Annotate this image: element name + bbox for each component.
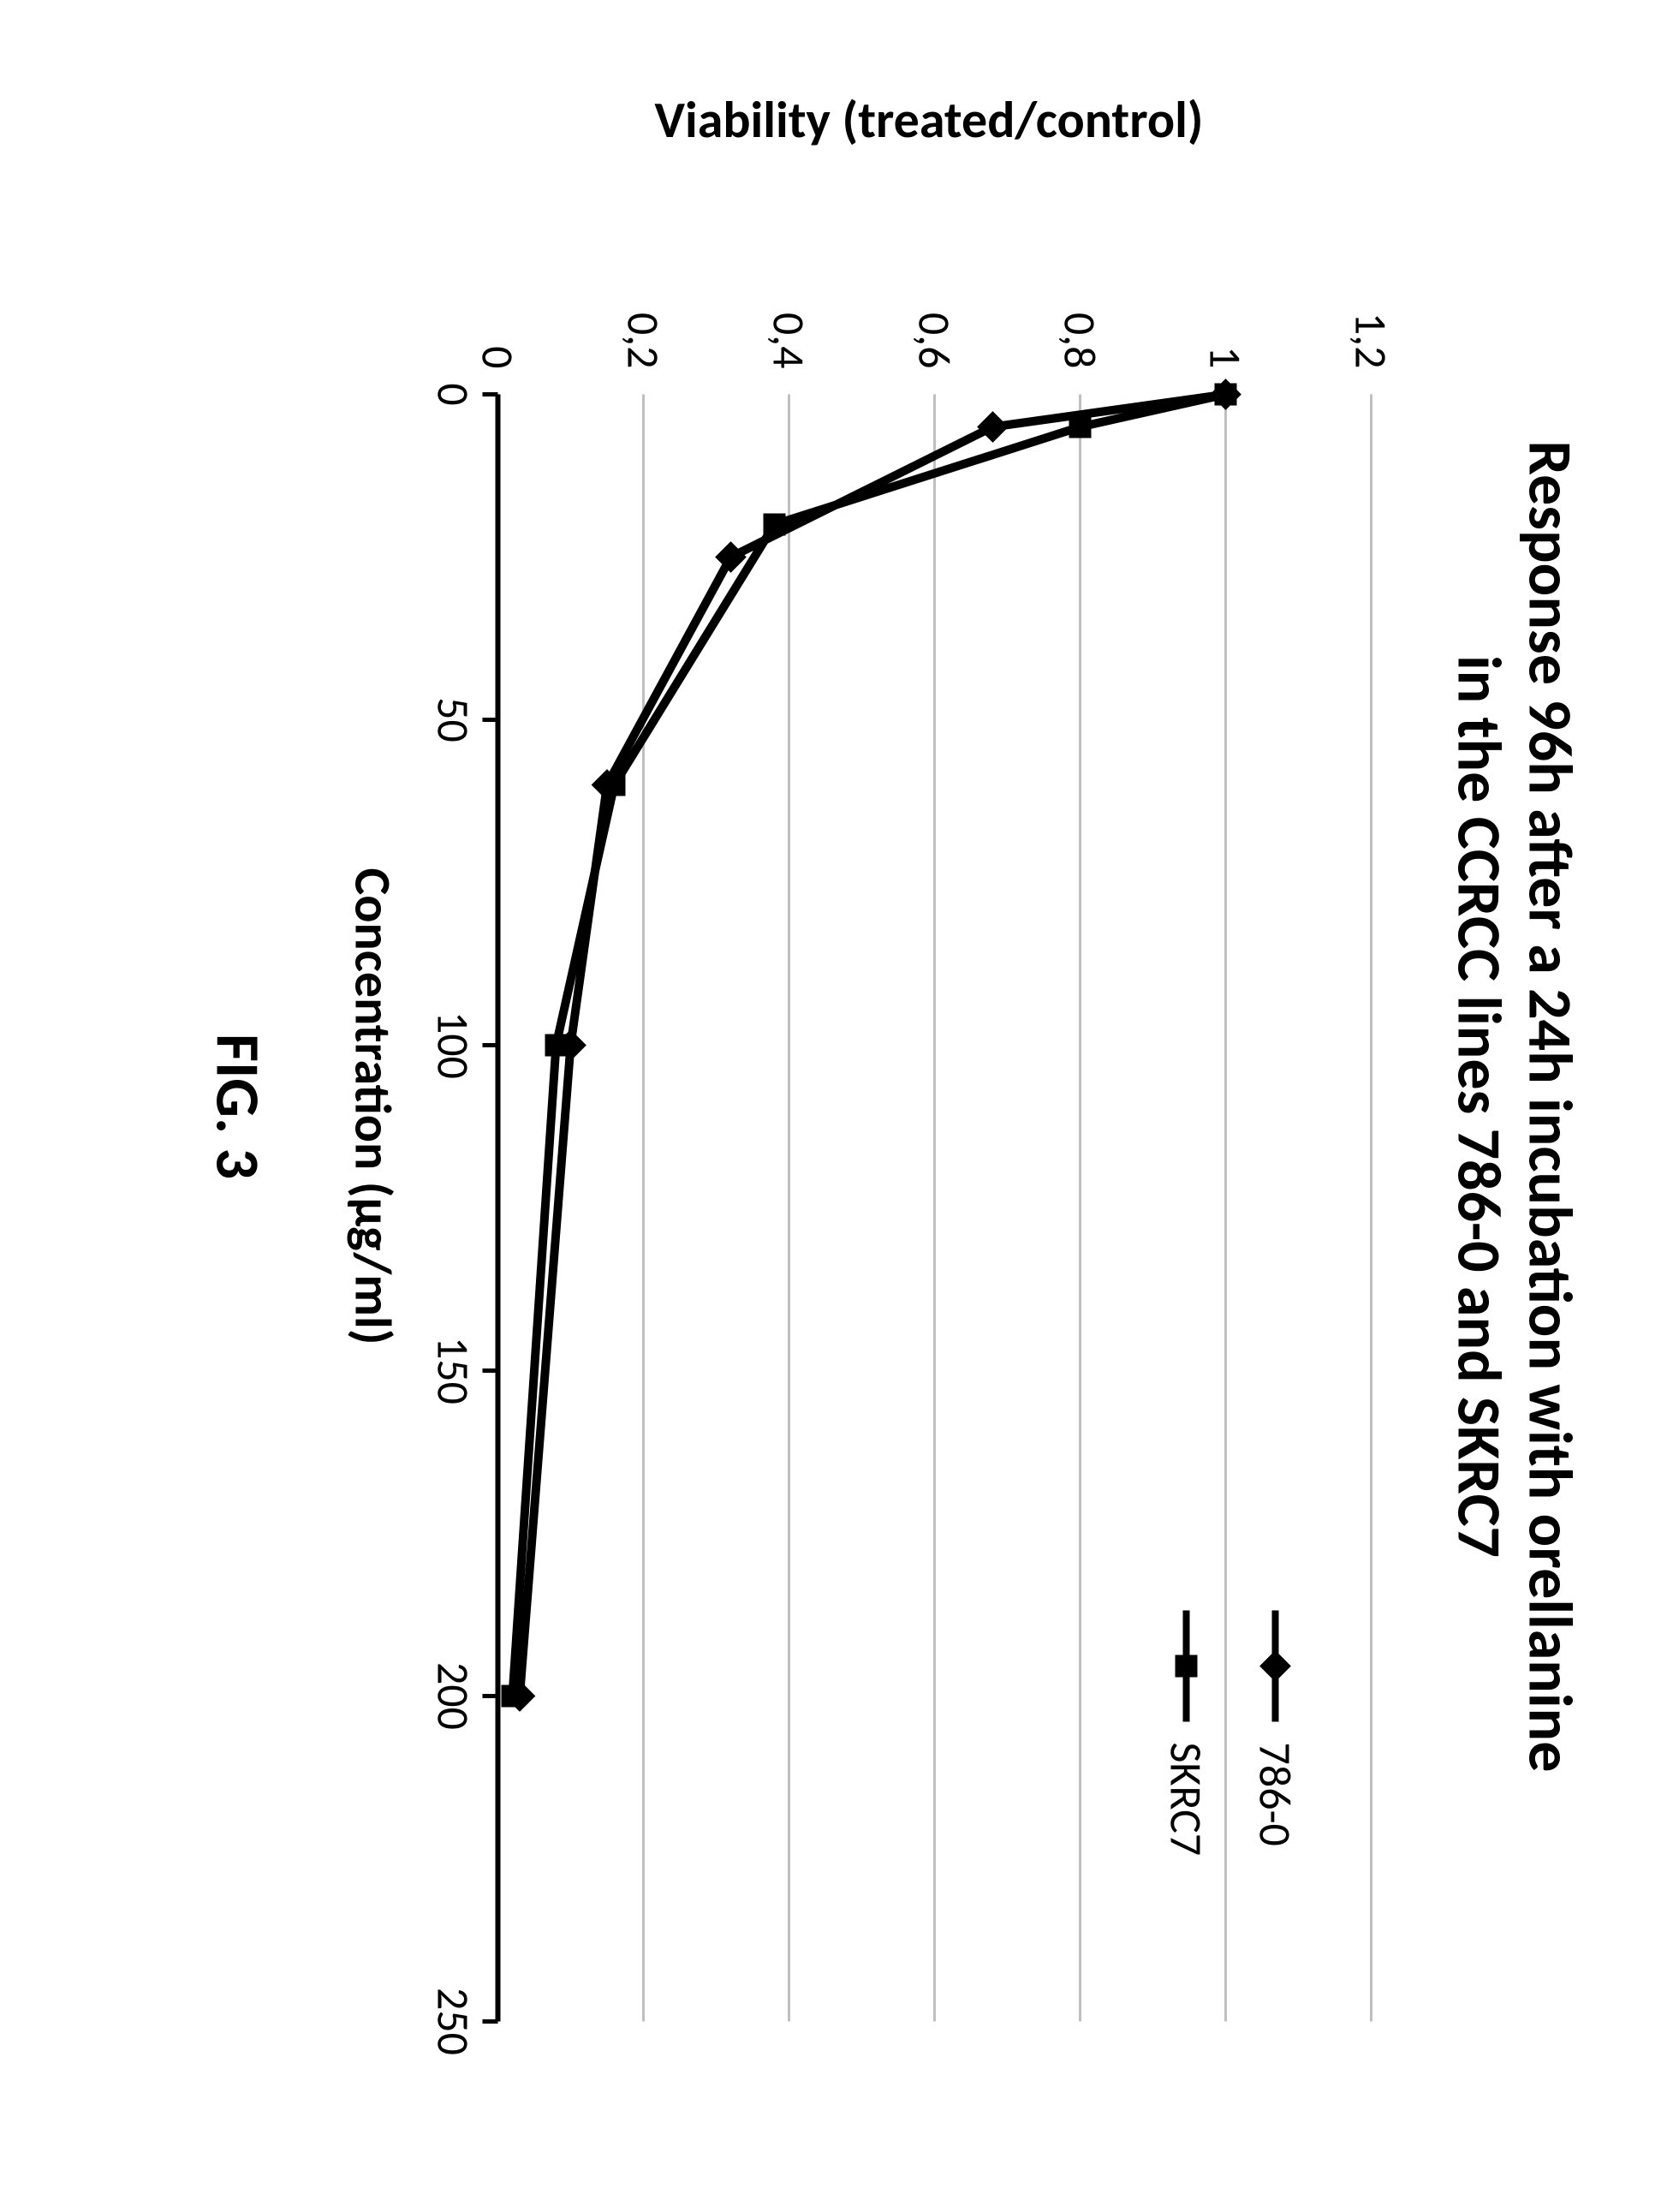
x-tick-label: 250 <box>426 1987 480 2054</box>
square-marker-icon <box>1175 1655 1197 1677</box>
y-tick-label: 0,4 <box>761 312 816 368</box>
data-marker <box>545 1034 567 1056</box>
y-tick-label: 1,2 <box>1343 312 1388 368</box>
chart-title: Response 96h after a 24h incubation with… <box>1443 0 1585 2212</box>
data-marker <box>603 773 625 796</box>
legend-swatch <box>1262 1610 1288 1721</box>
y-tick-label: 0,6 <box>907 312 962 368</box>
chart-legend: 786-0 SKRC7 <box>1124 1610 1302 1856</box>
y-tick-label: 0,2 <box>616 312 670 368</box>
x-tick-label: 100 <box>426 1011 480 1078</box>
x-tick-label: 200 <box>426 1661 480 1729</box>
legend-label: 786-0 <box>1247 1742 1302 1845</box>
legend-item: SKRC7 <box>1158 1610 1213 1856</box>
figure-container: { "figure": { "caption": "FIG. 3", "capt… <box>0 0 1679 2212</box>
x-tick-label: 150 <box>426 1336 480 1404</box>
x-tick-label: 50 <box>426 697 480 742</box>
data-marker <box>1069 415 1091 438</box>
y-tick-label: 0,8 <box>1052 312 1107 368</box>
y-axis-label: Viability (treated/control) <box>586 89 1271 152</box>
data-marker <box>1214 383 1236 405</box>
data-marker <box>763 513 785 535</box>
x-axis-label: Concentration (µg/ml) <box>257 0 403 2212</box>
diamond-marker-icon <box>1259 1650 1291 1682</box>
x-tick-label: 0 <box>426 383 480 405</box>
figure-caption: FIG. 3 <box>103 0 275 2212</box>
legend-label: SKRC7 <box>1158 1742 1213 1856</box>
y-tick-label: 0 <box>470 346 525 368</box>
y-tick-label: 1 <box>1198 346 1253 368</box>
legend-swatch <box>1173 1610 1199 1721</box>
data-marker <box>501 1684 523 1707</box>
legend-item: 786-0 <box>1247 1610 1302 1856</box>
